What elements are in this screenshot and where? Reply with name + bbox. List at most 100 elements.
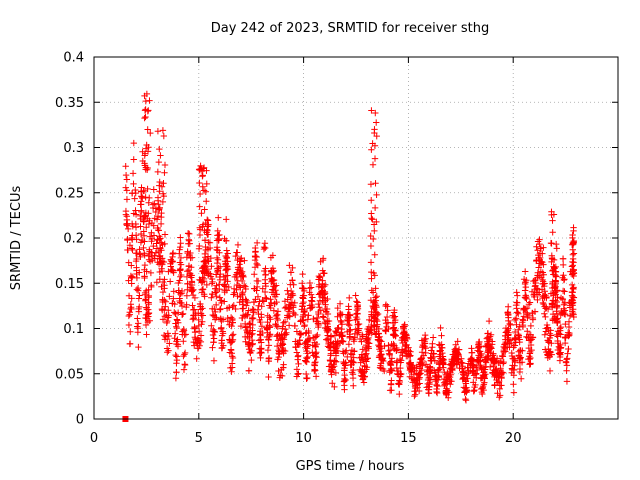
data-point [278,342,285,349]
data-point [355,325,362,332]
data-point [264,318,271,326]
data-point [496,382,504,389]
data-point [160,179,167,187]
data-point [241,320,249,328]
data-point [439,353,447,360]
data-point [270,276,278,284]
data-point [384,307,391,314]
data-point [138,236,146,244]
data-point [396,377,403,384]
data-point [239,289,246,296]
data-point [537,245,544,252]
data-point [517,375,525,382]
data-point [201,237,209,244]
data-point [259,285,266,292]
data-point [134,284,142,292]
data-point [128,234,135,242]
data-point [319,313,327,320]
data-point [430,350,438,357]
data-point [395,381,402,388]
data-point [258,314,265,321]
data-point [347,361,354,369]
data-point [433,385,440,393]
data-point [382,327,389,335]
data-point [511,357,519,364]
data-point [247,349,254,357]
data-point [156,204,163,211]
data-point [258,303,265,310]
data-point [229,319,236,326]
data-point [369,161,377,168]
data-point [267,254,275,261]
data-point [543,325,550,332]
data-point [227,314,235,321]
data-point [336,300,344,307]
data-point [368,268,375,276]
data-point [272,287,279,294]
data-point [141,261,149,269]
data-point [478,350,485,358]
data-point [196,337,203,344]
data-point [132,257,140,265]
data-point [183,301,190,308]
data-point [218,337,225,344]
data-point [190,315,197,322]
data-point [309,294,316,301]
data-point [491,381,498,389]
data-point [401,321,408,329]
data-point [367,259,375,266]
data-point [272,312,280,320]
data-point [282,331,290,338]
data-point [240,273,247,281]
data-point [198,210,205,217]
data-point [568,281,576,289]
data-point [266,333,273,340]
data-point [155,201,162,208]
data-point [261,276,269,283]
data-point [497,365,504,372]
data-point [232,271,240,278]
data-point [373,293,380,300]
data-point [526,355,533,363]
data-point [129,273,136,280]
data-point [319,297,326,304]
data-point [218,344,226,352]
data-point [296,337,303,344]
data-point [388,367,395,374]
data-point [142,297,149,304]
data-point [165,347,172,354]
data-point [569,255,577,263]
data-point [154,168,162,176]
data-point [242,283,249,290]
data-point [500,358,507,366]
data-point [196,190,204,198]
data-point [146,97,153,104]
data-point [130,156,137,163]
data-point [196,226,204,233]
data-point [371,326,378,333]
data-point [189,316,197,323]
data-point [222,237,230,244]
data-point [201,257,209,264]
data-point [164,317,171,325]
data-point [338,332,345,340]
data-point [563,367,570,374]
data-point [213,282,220,289]
data-point [407,365,414,372]
data-point [360,369,367,376]
data-point [319,280,326,288]
data-point [510,366,518,374]
data-point [275,367,282,375]
data-point [310,334,317,341]
data-point [213,293,220,300]
data-point [324,323,331,330]
data-point [229,303,236,311]
data-point [544,351,552,358]
data-point [515,332,522,340]
data-point [132,186,139,194]
data-point [223,266,230,273]
x-tick-label: 15 [400,431,417,446]
data-point [363,345,371,352]
data-point [461,372,468,379]
data-point [274,356,281,363]
